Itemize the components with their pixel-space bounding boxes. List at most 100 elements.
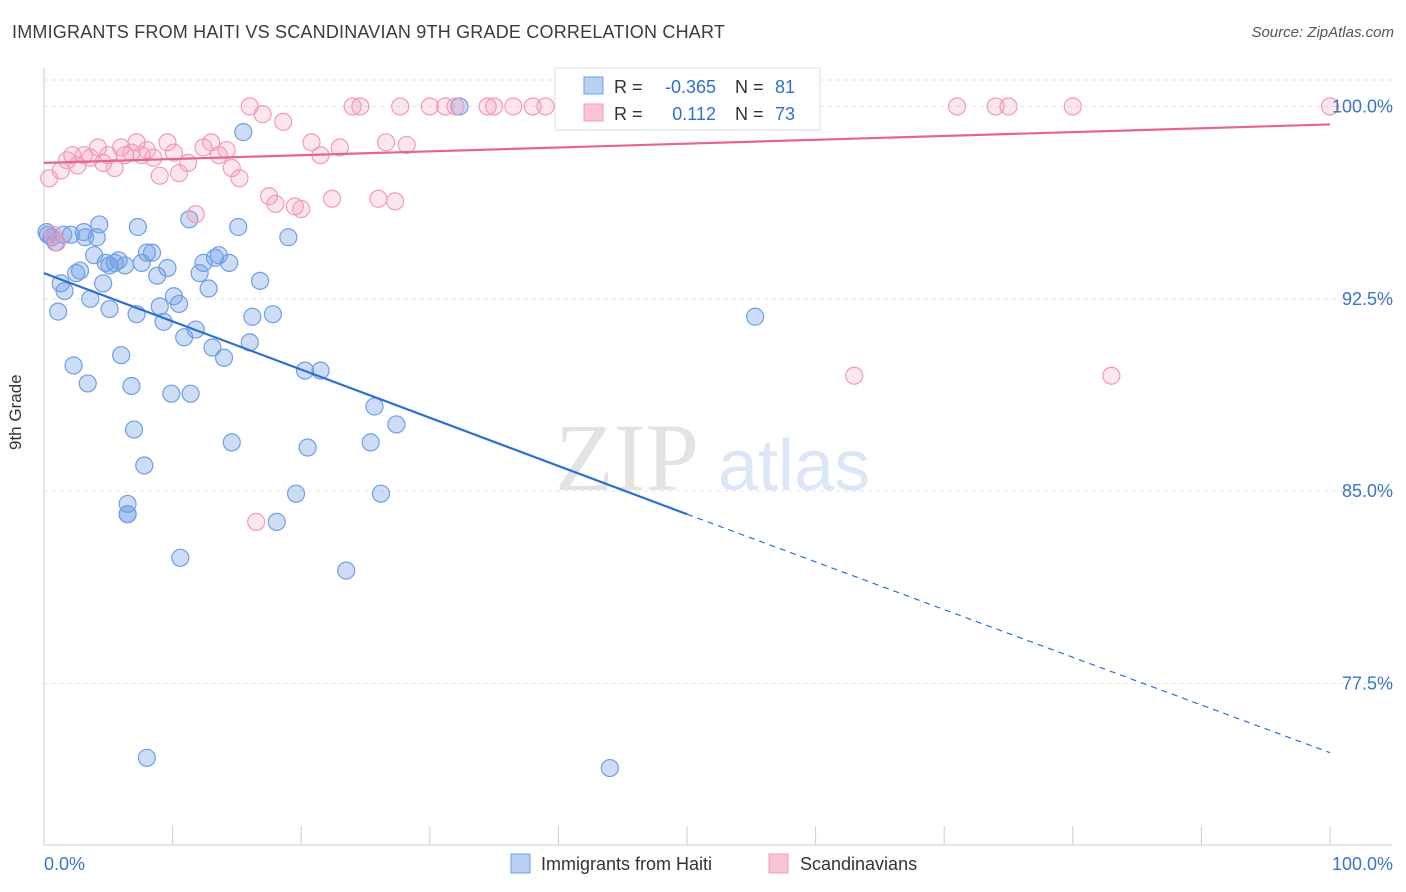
haiti-point-43 — [199, 279, 218, 298]
scandinavian-point-42 — [322, 189, 342, 208]
haiti-point-57 — [279, 228, 298, 247]
stats-r-label-1: R = — [614, 104, 643, 124]
haiti-point-53 — [243, 307, 262, 326]
stats-swatch-blue — [583, 76, 604, 95]
haiti-point-48 — [220, 253, 239, 272]
legend-label-scandinavians: Scandinavians — [800, 854, 917, 874]
legend-swatch-haiti — [510, 853, 531, 874]
stats-n-value-0: 81 — [775, 77, 795, 97]
haiti-point-62 — [337, 561, 356, 580]
watermark: ZIP atlas — [555, 404, 870, 511]
haiti-trend-line — [43, 272, 688, 516]
scandinavian-point-25 — [186, 205, 205, 224]
haiti-point-16 — [94, 274, 113, 293]
watermark-atlas: atlas — [718, 426, 870, 506]
haiti-point-25 — [128, 217, 147, 237]
haiti-point-58 — [286, 484, 306, 503]
haiti-point-69 — [600, 758, 619, 778]
scandinavian-point-33 — [247, 512, 266, 531]
haiti-point-79 — [100, 256, 119, 275]
haiti-point-11 — [78, 374, 97, 393]
scandinavian-point-47 — [376, 133, 396, 152]
haiti-point-47 — [214, 348, 234, 367]
scandinavian-point-23 — [169, 164, 189, 183]
haiti-point-55 — [263, 305, 283, 324]
haiti-point-30 — [148, 266, 167, 285]
series-immigrants-from-haiti — [37, 97, 765, 778]
scandinavian-point-58 — [536, 97, 555, 116]
haiti-point-33 — [158, 258, 177, 278]
haiti-point-7 — [64, 356, 83, 375]
stats-n-value-1: 73 — [775, 104, 795, 124]
haiti-point-34 — [162, 384, 181, 403]
y-tick-label-1: 85.0% — [1342, 481, 1393, 501]
haiti-point-39 — [181, 384, 200, 403]
haiti-point-44 — [203, 338, 222, 357]
haiti-trend-line-extension — [686, 513, 1331, 754]
scandinavian-point-20 — [150, 166, 169, 185]
scandinavian-point-19 — [144, 148, 163, 167]
haiti-point-49 — [222, 433, 241, 452]
stats-r-value-1: 0.112 — [672, 104, 716, 124]
scandinavian-point-57 — [523, 97, 542, 116]
scandinavian-trend-line — [43, 123, 1331, 164]
haiti-point-51 — [234, 123, 253, 142]
stats-n-label-0: N = — [735, 77, 764, 97]
scandinavian-point-45 — [351, 97, 370, 116]
haiti-point-23 — [122, 376, 141, 396]
scandinavian-point-49 — [391, 97, 410, 116]
haiti-point-72 — [137, 748, 156, 767]
y-tick-label-0: 77.5% — [1342, 673, 1393, 693]
scandinavian-point-4 — [58, 151, 77, 170]
scandinavian-point-46 — [369, 189, 388, 208]
watermark-zip: ZIP — [555, 404, 699, 511]
scandinavian-point-39 — [292, 199, 311, 219]
haiti-point-29 — [142, 243, 162, 262]
scandinavian-point-48 — [385, 192, 405, 211]
y-tick-label-2: 92.5% — [1342, 289, 1393, 309]
haiti-point-70 — [746, 307, 765, 326]
stats-legend: R = -0.365 N = 81 R = 0.112 N = 73 — [554, 67, 821, 131]
scandinavian-point-12 — [105, 158, 124, 178]
scandinavian-point-72 — [1320, 97, 1340, 116]
scandinavian-point-21 — [158, 133, 177, 152]
haiti-point-64 — [365, 397, 384, 416]
haiti-point-41 — [190, 264, 209, 283]
haiti-point-22 — [115, 256, 135, 275]
legend-label-haiti: Immigrants from Haiti — [541, 854, 712, 874]
scandinavian-point-29 — [217, 140, 236, 160]
scandinavian-point-44 — [343, 97, 362, 116]
scandinavian-point-2 — [47, 233, 66, 252]
haiti-point-67 — [450, 97, 469, 116]
scandinavian-point-52 — [436, 97, 455, 116]
haiti-point-66 — [387, 415, 406, 434]
scandinavian-point-24 — [178, 153, 198, 172]
haiti-point-46 — [209, 246, 228, 265]
scandinavian-point-70 — [1063, 97, 1082, 116]
scandinavian-point-66 — [845, 366, 864, 385]
scandinavian-point-50 — [397, 135, 416, 155]
trend-lines — [43, 123, 1331, 754]
legend-swatch-scandinavians — [768, 853, 789, 874]
haiti-point-27 — [135, 456, 154, 475]
haiti-point-15 — [90, 215, 109, 234]
scandinavian-point-69 — [999, 97, 1018, 116]
haiti-point-50 — [229, 217, 248, 237]
haiti-point-5 — [55, 281, 74, 301]
haiti-point-9 — [70, 261, 90, 280]
haiti-point-73 — [118, 494, 137, 514]
stats-r-label-0: R = — [614, 77, 643, 97]
scandinavian-point-43 — [330, 138, 349, 157]
x-tick-label-1: 100.0% — [1332, 854, 1393, 874]
stats-swatch-pink — [583, 103, 604, 122]
scandinavian-point-31 — [230, 169, 249, 188]
haiti-point-21 — [112, 346, 131, 365]
scandinavian-point-34 — [253, 105, 272, 124]
haiti-point-65 — [371, 484, 391, 503]
haiti-point-54 — [250, 271, 270, 290]
scandinavian-point-56 — [504, 97, 523, 116]
source-label: Source: ZipAtlas.com — [1251, 24, 1394, 41]
haiti-point-3 — [49, 302, 68, 321]
scandinavian-point-37 — [274, 112, 293, 131]
